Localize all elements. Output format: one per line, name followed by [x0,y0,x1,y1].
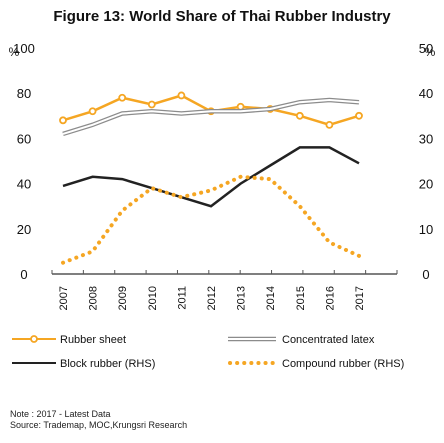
series-1-line-inner [62,98,360,135]
legend-label: Concentrated latex [282,334,375,346]
right-y-tick-label: 50 [419,41,433,56]
x-tick-label: 2014 [265,286,277,310]
legend-swatch-marker [30,335,38,343]
right-y-tick-label: 20 [419,177,433,192]
series-0-point [147,100,156,109]
series-0-point [177,91,186,100]
x-tick-label: 2007 [58,286,70,310]
chart-note: Note : 2017 - Latest Data [10,409,111,419]
right-axis-unit: % [425,45,436,59]
x-tick-label: 2008 [88,286,100,310]
series-0-point [325,120,334,129]
series-0-point [59,116,67,125]
left-y-tick-label: 100 [13,41,35,56]
legend-label: Rubber sheet [60,334,126,346]
x-tick-label: 2015 [295,286,307,310]
chart-source: Source: Trademap, MOC,Krungsri Research [10,420,188,430]
left-y-tick-label: 60 [17,131,31,146]
right-y-tick-label: 10 [419,222,433,237]
left-y-tick-label: 20 [17,222,31,237]
right-y-tick-label: 30 [419,131,433,146]
left-axis-unit: % [9,45,20,59]
series-0-point [355,111,363,120]
series-0-point [88,107,97,116]
series-0-point [236,102,245,111]
legend-label: Compound rubber (RHS) [282,358,404,370]
series-0-point [118,93,127,102]
series-2-line [62,146,360,208]
legend-label: Block rubber (RHS) [60,358,155,370]
series-0-point [295,111,304,120]
x-tick-label: 2012 [206,286,218,310]
x-tick-label: 2013 [236,286,248,310]
left-y-tick-label: 0 [20,267,27,282]
left-y-tick-label: 80 [17,86,31,101]
series-3-line [61,174,361,265]
x-tick-label: 2011 [176,286,188,310]
left-y-tick-label: 40 [17,177,31,192]
right-y-tick-label: 0 [422,267,429,282]
plot-area: % % 0 20 40 60 80 100 0 10 20 30 40 50 2007 2008 2009 201… [9,41,436,370]
x-tick-label: 2016 [324,286,336,310]
chart-title: Figure 13: World Share of Thai Rubber In… [53,8,391,25]
right-y-tick-label: 40 [419,86,433,101]
x-tick-label: 2009 [117,286,129,310]
x-tick-label: 2017 [354,286,366,310]
x-tick-label: 2010 [147,286,159,310]
